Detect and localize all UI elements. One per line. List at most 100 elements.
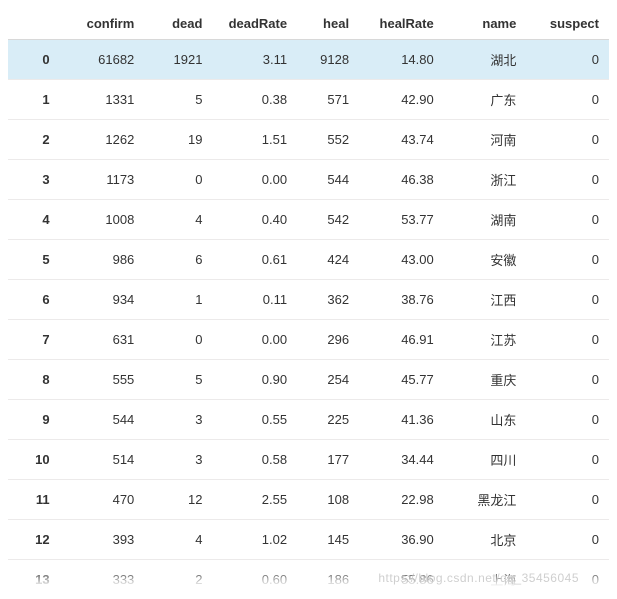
table-row: 21262191.5155243.74河南0 [8, 120, 609, 160]
cell-suspect: 0 [526, 160, 609, 200]
cell-heal: 186 [297, 560, 359, 592]
row-index: 11 [8, 480, 60, 520]
table-row: 693410.1136238.76江西0 [8, 280, 609, 320]
row-index: 6 [8, 280, 60, 320]
header-row: confirm dead deadRate heal healRate name… [8, 8, 609, 40]
cell-deadRate: 0.40 [212, 200, 297, 240]
cell-healRate: 46.91 [359, 320, 444, 360]
row-index: 7 [8, 320, 60, 360]
row-index: 3 [8, 160, 60, 200]
dataframe-table: confirm dead deadRate heal healRate name… [8, 8, 609, 591]
table-row: 1333320.6018655.86上海0 [8, 560, 609, 592]
cell-heal: 362 [297, 280, 359, 320]
cell-name: 北京 [444, 520, 527, 560]
cell-healRate: 45.77 [359, 360, 444, 400]
col-header: healRate [359, 8, 444, 40]
cell-deadRate: 1.51 [212, 120, 297, 160]
cell-dead: 1921 [144, 40, 212, 80]
table-row: 855550.9025445.77重庆0 [8, 360, 609, 400]
cell-name: 广东 [444, 80, 527, 120]
row-index: 5 [8, 240, 60, 280]
cell-name: 黑龙江 [444, 480, 527, 520]
cell-suspect: 0 [526, 440, 609, 480]
cell-deadRate: 0.00 [212, 320, 297, 360]
cell-suspect: 0 [526, 400, 609, 440]
cell-heal: 424 [297, 240, 359, 280]
cell-dead: 1 [144, 280, 212, 320]
cell-suspect: 0 [526, 80, 609, 120]
cell-healRate: 38.76 [359, 280, 444, 320]
cell-dead: 5 [144, 80, 212, 120]
row-index: 1 [8, 80, 60, 120]
cell-suspect: 0 [526, 240, 609, 280]
cell-deadRate: 3.11 [212, 40, 297, 80]
cell-deadRate: 0.11 [212, 280, 297, 320]
cell-deadRate: 0.60 [212, 560, 297, 592]
cell-heal: 542 [297, 200, 359, 240]
cell-healRate: 41.36 [359, 400, 444, 440]
cell-confirm: 470 [60, 480, 145, 520]
cell-name: 江苏 [444, 320, 527, 360]
col-header: suspect [526, 8, 609, 40]
cell-heal: 571 [297, 80, 359, 120]
cell-healRate: 46.38 [359, 160, 444, 200]
cell-name: 湖南 [444, 200, 527, 240]
cell-healRate: 53.77 [359, 200, 444, 240]
cell-healRate: 42.90 [359, 80, 444, 120]
row-index: 9 [8, 400, 60, 440]
cell-suspect: 0 [526, 360, 609, 400]
cell-heal: 225 [297, 400, 359, 440]
table-row: 3117300.0054446.38浙江0 [8, 160, 609, 200]
cell-heal: 254 [297, 360, 359, 400]
cell-confirm: 631 [60, 320, 145, 360]
cell-name: 四川 [444, 440, 527, 480]
cell-heal: 296 [297, 320, 359, 360]
cell-heal: 145 [297, 520, 359, 560]
col-header: confirm [60, 8, 145, 40]
cell-dead: 2 [144, 560, 212, 592]
cell-confirm: 1331 [60, 80, 145, 120]
cell-suspect: 0 [526, 560, 609, 592]
cell-confirm: 986 [60, 240, 145, 280]
cell-confirm: 393 [60, 520, 145, 560]
cell-deadRate: 0.00 [212, 160, 297, 200]
table-row: 598660.6142443.00安徽0 [8, 240, 609, 280]
table-row: 763100.0029646.91江苏0 [8, 320, 609, 360]
cell-suspect: 0 [526, 480, 609, 520]
dataframe-table-wrap: confirm dead deadRate heal healRate name… [8, 8, 609, 591]
col-header: heal [297, 8, 359, 40]
cell-suspect: 0 [526, 520, 609, 560]
cell-confirm: 1262 [60, 120, 145, 160]
cell-healRate: 36.90 [359, 520, 444, 560]
cell-deadRate: 0.55 [212, 400, 297, 440]
cell-confirm: 61682 [60, 40, 145, 80]
cell-suspect: 0 [526, 120, 609, 160]
cell-deadRate: 0.61 [212, 240, 297, 280]
table-row: 1239341.0214536.90北京0 [8, 520, 609, 560]
cell-healRate: 55.86 [359, 560, 444, 592]
cell-confirm: 555 [60, 360, 145, 400]
cell-name: 江西 [444, 280, 527, 320]
table-row: 1133150.3857142.90广东0 [8, 80, 609, 120]
cell-dead: 12 [144, 480, 212, 520]
cell-name: 浙江 [444, 160, 527, 200]
cell-healRate: 14.80 [359, 40, 444, 80]
cell-suspect: 0 [526, 320, 609, 360]
cell-suspect: 0 [526, 200, 609, 240]
cell-suspect: 0 [526, 40, 609, 80]
row-index: 13 [8, 560, 60, 592]
cell-name: 山东 [444, 400, 527, 440]
cell-heal: 544 [297, 160, 359, 200]
cell-healRate: 43.74 [359, 120, 444, 160]
cell-name: 重庆 [444, 360, 527, 400]
cell-name: 上海 [444, 560, 527, 592]
cell-confirm: 544 [60, 400, 145, 440]
table-row: 11470122.5510822.98黑龙江0 [8, 480, 609, 520]
cell-healRate: 43.00 [359, 240, 444, 280]
cell-confirm: 934 [60, 280, 145, 320]
cell-dead: 6 [144, 240, 212, 280]
row-index: 4 [8, 200, 60, 240]
cell-heal: 9128 [297, 40, 359, 80]
cell-deadRate: 0.38 [212, 80, 297, 120]
table-row: 954430.5522541.36山东0 [8, 400, 609, 440]
